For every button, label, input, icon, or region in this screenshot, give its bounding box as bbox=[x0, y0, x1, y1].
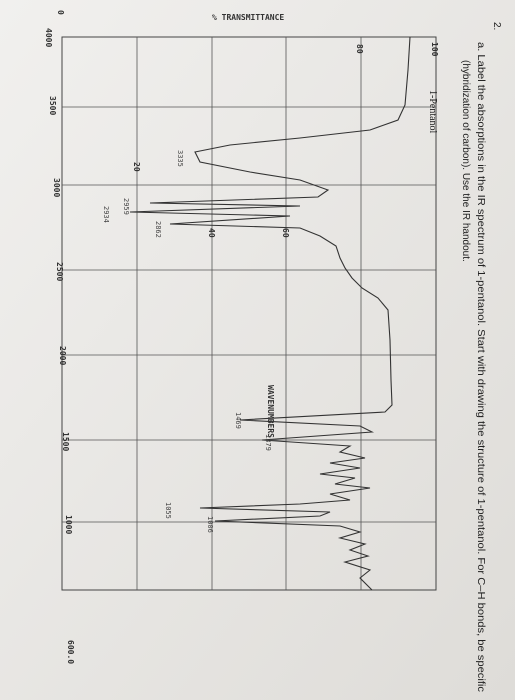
spectrum-trace bbox=[129, 36, 411, 591]
peak-label: 1055 bbox=[164, 502, 172, 519]
tick-label: 40 bbox=[207, 228, 216, 238]
question-number: 2. bbox=[491, 22, 502, 30]
peak-label: 1006 bbox=[206, 516, 214, 533]
peak-label: 2934 bbox=[102, 206, 110, 223]
tick-label: 60 bbox=[281, 228, 290, 238]
question-line: a. Label the absorptions in the IR spect… bbox=[475, 42, 486, 692]
tick-label: 1000 bbox=[64, 515, 73, 534]
tick-label: 100 bbox=[430, 42, 439, 57]
peak-label: 2959 bbox=[122, 198, 130, 215]
tick-label: 20 bbox=[132, 162, 141, 172]
question-line: (hybridization of carbon). Use the IR ha… bbox=[460, 60, 471, 262]
y-axis-title: % TRANSMITTANCE bbox=[212, 13, 284, 22]
compound-label: 1-Pentanol bbox=[427, 90, 438, 134]
tick-label: 3500 bbox=[48, 96, 57, 115]
peak-label: 3335 bbox=[176, 150, 184, 167]
x-axis-title: WAVENUMBERS bbox=[266, 385, 275, 438]
peak-label: 1379 bbox=[264, 434, 272, 451]
tick-label: 80 bbox=[355, 44, 364, 54]
tick-label: 3000 bbox=[52, 178, 61, 197]
tick-label: 2000 bbox=[58, 346, 67, 365]
tick-label: 1500 bbox=[61, 432, 70, 451]
tick-label: 600.0 bbox=[66, 640, 75, 664]
tick-label: 4000 bbox=[44, 28, 53, 47]
peak-label: 2862 bbox=[154, 221, 162, 238]
tick-label: 2500 bbox=[55, 262, 64, 281]
peak-label: 1469 bbox=[234, 412, 242, 429]
tick-label: 0 bbox=[56, 10, 65, 15]
